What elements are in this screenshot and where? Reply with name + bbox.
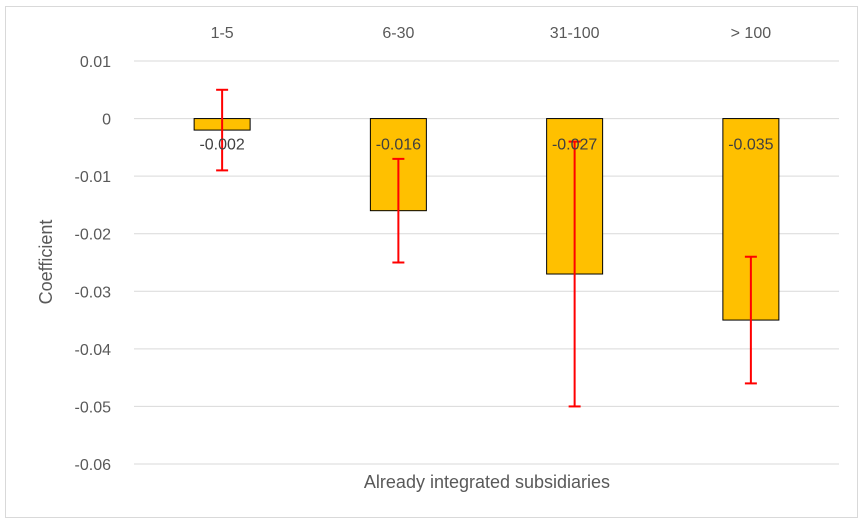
error-bar [216,88,229,172]
data-label: -0.002 [199,137,244,154]
y-tick-label: -0.02 [75,227,112,244]
y-tick-label: 0.01 [80,54,111,71]
y-tick-labels: 0.01 0 -0.01 -0.02 -0.03 -0.04 -0.05 -0.06 [75,54,112,474]
y-tick-label: -0.05 [75,399,112,416]
y-tick-label: -0.06 [75,457,112,474]
data-label: -0.016 [376,137,421,154]
x-axis-title: Already integrated subsidiaries [364,472,610,492]
category-label: 6-30 [382,25,414,42]
data-labels: -0.002 -0.016 -0.027 -0.035 [199,137,773,154]
y-tick-label: -0.03 [75,284,112,301]
y-axis-title: Coefficient [36,220,56,305]
y-tick-label: 0 [102,112,111,129]
gridlines [134,60,839,465]
y-tick-label: -0.01 [75,169,112,186]
error-bar [744,255,757,385]
bars [193,118,780,321]
chart-frame [5,6,858,518]
data-label: -0.027 [552,137,597,154]
category-label: 1-5 [211,25,234,42]
error-bar [568,140,581,408]
error-bar [392,157,405,264]
error-bars [216,88,757,408]
data-label: -0.035 [728,137,773,154]
category-label: 31-100 [550,25,600,42]
category-label: > 100 [731,25,772,42]
y-tick-label: -0.04 [75,342,112,359]
category-labels: 1-5 6-30 31-100 > 100 [211,25,772,42]
